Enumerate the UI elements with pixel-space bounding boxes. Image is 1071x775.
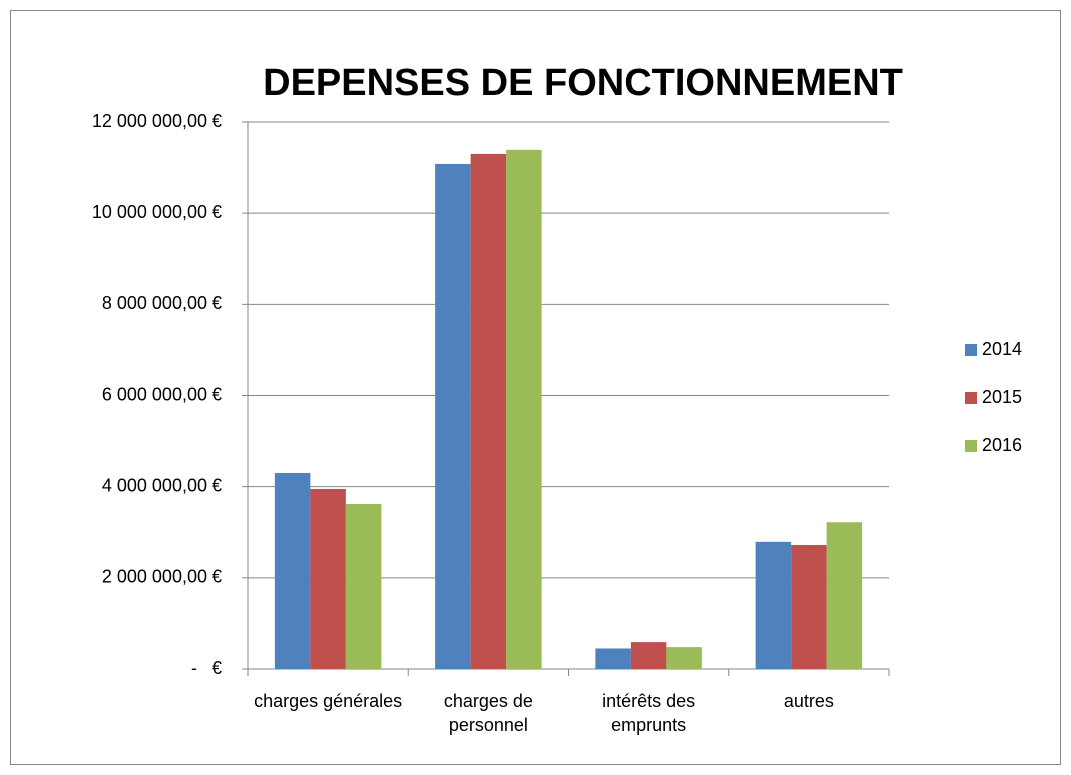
legend-swatch [965, 392, 977, 404]
legend-label: 2014 [982, 339, 1022, 359]
bar [274, 472, 311, 669]
y-tick-label: 4 000 000,00 € [102, 475, 222, 495]
bar [630, 642, 667, 669]
bar [506, 149, 542, 669]
bar [595, 648, 631, 669]
x-tick-label: charges générales [254, 691, 403, 711]
bar [310, 488, 346, 669]
bar [435, 163, 471, 670]
y-tick-label: 8 000 000,00 € [102, 293, 222, 313]
bar [470, 153, 507, 670]
legend-label: 2016 [982, 435, 1022, 455]
bar [666, 647, 702, 669]
chart-title: DEPENSES DE FONCTIONNEMENT [263, 62, 903, 104]
y-tick-label: 6 000 000,00 € [102, 384, 222, 404]
legend-swatch [965, 440, 977, 452]
x-tick-label: intérêts des emprunts [602, 691, 696, 735]
bar [826, 522, 863, 669]
y-tick-label: - € [191, 658, 222, 678]
bar [791, 545, 827, 669]
legend-swatch [965, 344, 977, 356]
legend-label: 2015 [982, 387, 1022, 407]
bar [345, 503, 382, 669]
y-tick-label: 10 000 000,00 € [92, 202, 222, 222]
x-tick-label: charges de personnel [443, 691, 533, 735]
bar [755, 541, 792, 669]
x-tick-label: autres [783, 691, 834, 711]
y-tick-label: 12 000 000,00 € [92, 111, 222, 131]
y-tick-label: 2 000 000,00 € [102, 567, 222, 587]
